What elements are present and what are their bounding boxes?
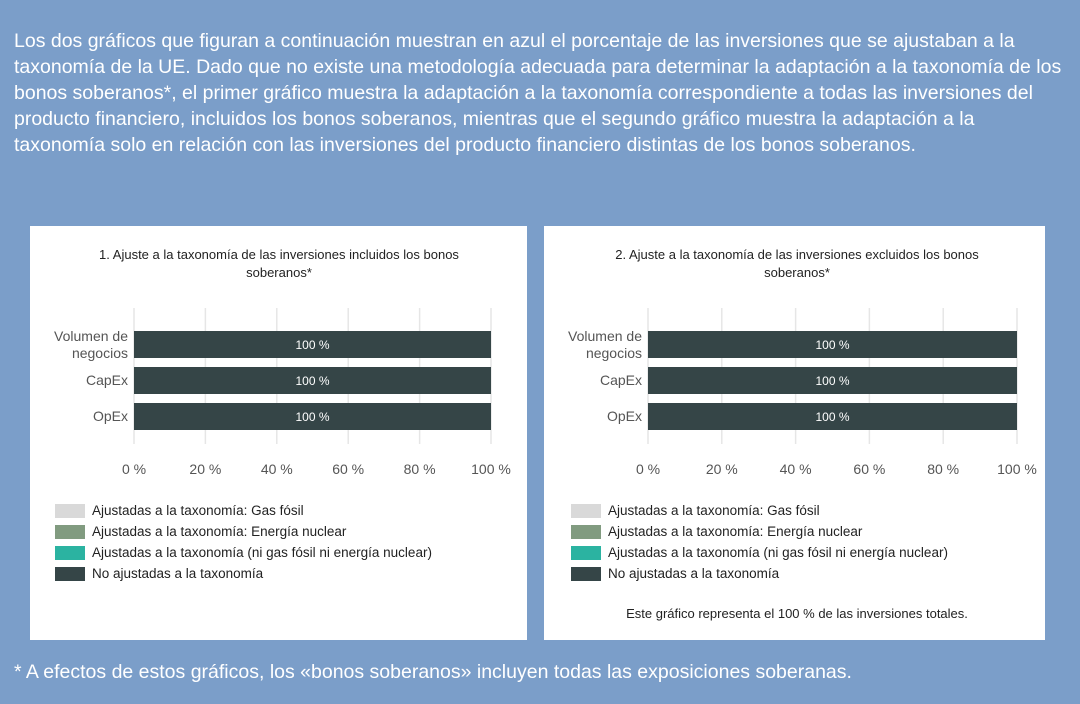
legend-label: Ajustadas a la taxonomía (ni gas fósil n… [92, 545, 432, 560]
x-tick-label: 40 % [779, 461, 812, 477]
footnote: * A efectos de estos gráficos, los «bono… [14, 661, 852, 683]
y-tick-label: OpEx [92, 408, 128, 424]
chart [55, 308, 492, 581]
x-tick-label: 40 % [260, 461, 293, 477]
value-label: 100 % [295, 338, 330, 352]
y-tick-label: Volumen de negocios [568, 327, 642, 361]
y-tick-label: OpEx [606, 408, 642, 424]
chart-note: Este gráfico representa el 100 % de las … [626, 606, 968, 621]
value-label: 100 % [295, 374, 330, 388]
legend-swatch [571, 546, 601, 560]
value-label: 100 % [815, 374, 850, 388]
y-tick-label: CapEx [599, 372, 642, 388]
legend-label: Ajustadas a la taxonomía: Gas fósil [92, 503, 304, 518]
legend-label: No ajustadas a la taxonomía [608, 566, 780, 581]
chart-title: 1. Ajuste a la taxonomía de las inversio… [99, 247, 459, 280]
legend-swatch [571, 567, 601, 581]
y-tick-label: CapEx [85, 372, 128, 388]
x-tick-label: 20 % [705, 461, 738, 477]
chart-panel: 1. Ajuste a la taxonomía de las inversio… [30, 226, 527, 640]
bar-segment [134, 403, 491, 430]
x-tick-label: 0 % [121, 461, 147, 477]
x-tick-label: 20 % [189, 461, 222, 477]
x-tick-label: 60 % [853, 461, 886, 477]
intro-text: Los dos gráficos que figuran a continuac… [14, 30, 1062, 156]
legend-label: Ajustadas a la taxonomía: Gas fósil [608, 503, 820, 518]
legend-label: Ajustadas a la taxonomía: Energía nuclea… [92, 524, 347, 539]
legend-label: Ajustadas a la taxonomía: Energía nuclea… [608, 524, 863, 539]
legend-swatch [55, 525, 85, 539]
legend-label: Ajustadas a la taxonomía (ni gas fósil n… [608, 545, 948, 560]
chart-panel: 2. Ajuste a la taxonomía de las inversio… [544, 226, 1045, 640]
legend-swatch [55, 546, 85, 560]
legend-swatch [571, 525, 601, 539]
bar-segment [648, 367, 1017, 394]
x-tick-label: 0 % [635, 461, 661, 477]
value-label: 100 % [815, 410, 850, 424]
legend-label: No ajustadas a la taxonomía [92, 566, 264, 581]
x-tick-label: 100 % [471, 461, 511, 477]
legend-swatch [55, 504, 85, 518]
bar-segment [648, 331, 1017, 358]
chart-title: 2. Ajuste a la taxonomía de las inversio… [615, 247, 979, 280]
legend-swatch [55, 567, 85, 581]
bar-segment [134, 331, 491, 358]
bar-segment [134, 367, 491, 394]
x-tick-label: 100 % [997, 461, 1037, 477]
bar-segment [648, 403, 1017, 430]
legend-swatch [571, 504, 601, 518]
value-label: 100 % [295, 410, 330, 424]
x-tick-label: 80 % [403, 461, 436, 477]
chart [571, 308, 1018, 581]
y-tick-label: Volumen de negocios [54, 327, 128, 361]
x-tick-label: 80 % [927, 461, 960, 477]
value-label: 100 % [815, 338, 850, 352]
x-tick-label: 60 % [332, 461, 365, 477]
